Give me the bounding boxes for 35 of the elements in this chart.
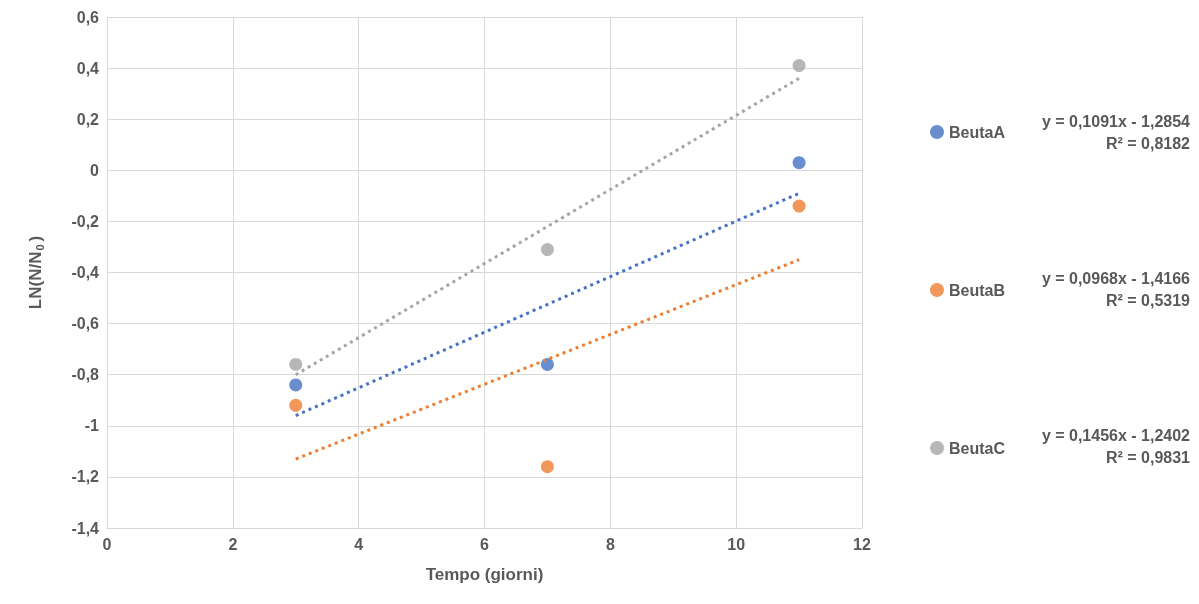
- legend-label: BeutaA: [949, 123, 1006, 141]
- x-tick-label: 4: [354, 535, 364, 553]
- y-axis-title: LN(N/N0): [26, 235, 46, 310]
- legend-label: BeutaB: [949, 281, 1006, 299]
- x-tick-label: 10: [727, 535, 746, 553]
- point: [540, 243, 554, 256]
- text: y = 0,0968x - 1,4166 R² = 0,5319: [1041, 269, 1191, 309]
- y-tick-label: 0,4: [76, 59, 100, 77]
- x-tick-label: 2: [228, 535, 238, 553]
- y-tick-label: -0,8: [71, 366, 100, 384]
- point: [289, 398, 303, 412]
- point: [792, 156, 806, 170]
- point: [540, 357, 554, 371]
- point: [289, 378, 303, 392]
- x-tick-label: 6: [480, 535, 490, 553]
- legend-label: BeutaC: [949, 439, 1006, 457]
- x-tick-label: 0: [102, 535, 112, 553]
- point: [792, 59, 806, 73]
- text: y = 0,1091x - 1,2854 R² = 0,8182: [1041, 112, 1191, 152]
- y-tick-label: 0: [90, 161, 100, 179]
- point: [792, 199, 806, 213]
- y-tick-label: -0,4: [71, 264, 100, 281]
- x-tick-label: 12: [853, 535, 871, 553]
- point: [540, 460, 554, 474]
- text: y = 0,1456x - 1,2402 R² = 0,9831: [1041, 426, 1191, 466]
- y-tick-label: 0,6: [76, 8, 100, 26]
- y-tick-label: -0,2: [71, 212, 100, 230]
- x-tick-label: 8: [605, 535, 615, 553]
- y-tick-label: 0,2: [76, 110, 100, 128]
- x-axis-title: Tempo (giorni): [425, 565, 544, 584]
- y-tick-label: -1,4: [71, 519, 100, 537]
- y-tick-label: -1,2: [71, 468, 100, 486]
- point: [289, 357, 303, 371]
- y-tick-label: -1: [84, 417, 100, 435]
- y-tick-label: -0,6: [71, 315, 100, 333]
